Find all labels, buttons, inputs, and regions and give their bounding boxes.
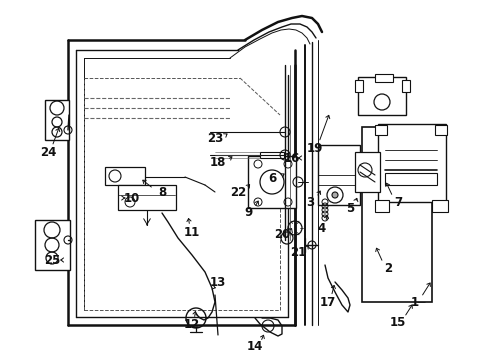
Text: 10: 10 bbox=[124, 192, 140, 204]
Circle shape bbox=[332, 192, 338, 198]
Bar bbox=[375, 125, 387, 135]
Bar bbox=[358, 77, 406, 115]
Text: 12: 12 bbox=[184, 319, 200, 332]
Text: 22: 22 bbox=[230, 185, 246, 198]
Text: 6: 6 bbox=[268, 171, 276, 185]
Bar bbox=[318, 145, 360, 205]
Text: 1: 1 bbox=[411, 296, 419, 309]
Text: 24: 24 bbox=[40, 145, 56, 158]
Bar bbox=[432, 200, 448, 212]
Bar bbox=[435, 125, 447, 135]
Text: 17: 17 bbox=[320, 296, 336, 309]
Text: 13: 13 bbox=[210, 275, 226, 288]
Text: 16: 16 bbox=[284, 152, 300, 165]
Text: 11: 11 bbox=[184, 225, 200, 239]
Bar bbox=[362, 127, 432, 302]
Text: 18: 18 bbox=[210, 156, 226, 168]
Text: 9: 9 bbox=[244, 206, 252, 219]
Text: 25: 25 bbox=[44, 253, 60, 266]
Text: 15: 15 bbox=[390, 315, 406, 328]
Bar bbox=[260, 152, 284, 158]
Text: 7: 7 bbox=[394, 195, 402, 208]
Text: 3: 3 bbox=[306, 195, 314, 208]
Text: 21: 21 bbox=[290, 246, 306, 258]
Bar bbox=[375, 74, 393, 82]
Text: 14: 14 bbox=[247, 341, 263, 354]
Text: 23: 23 bbox=[207, 131, 223, 144]
Bar bbox=[35, 220, 70, 270]
Text: 4: 4 bbox=[318, 221, 326, 234]
Text: 8: 8 bbox=[158, 185, 166, 198]
Bar bbox=[118, 185, 176, 210]
Bar bbox=[402, 80, 410, 92]
Text: 2: 2 bbox=[384, 261, 392, 275]
Bar bbox=[375, 200, 389, 212]
Bar bbox=[248, 156, 296, 208]
Text: 5: 5 bbox=[346, 202, 354, 215]
Text: 19: 19 bbox=[307, 141, 323, 154]
Bar bbox=[45, 100, 69, 140]
Text: 20: 20 bbox=[274, 229, 290, 242]
Bar bbox=[378, 124, 446, 202]
Bar bbox=[105, 167, 145, 185]
Bar bbox=[355, 152, 380, 192]
Bar bbox=[355, 80, 363, 92]
Bar bbox=[385, 173, 437, 185]
